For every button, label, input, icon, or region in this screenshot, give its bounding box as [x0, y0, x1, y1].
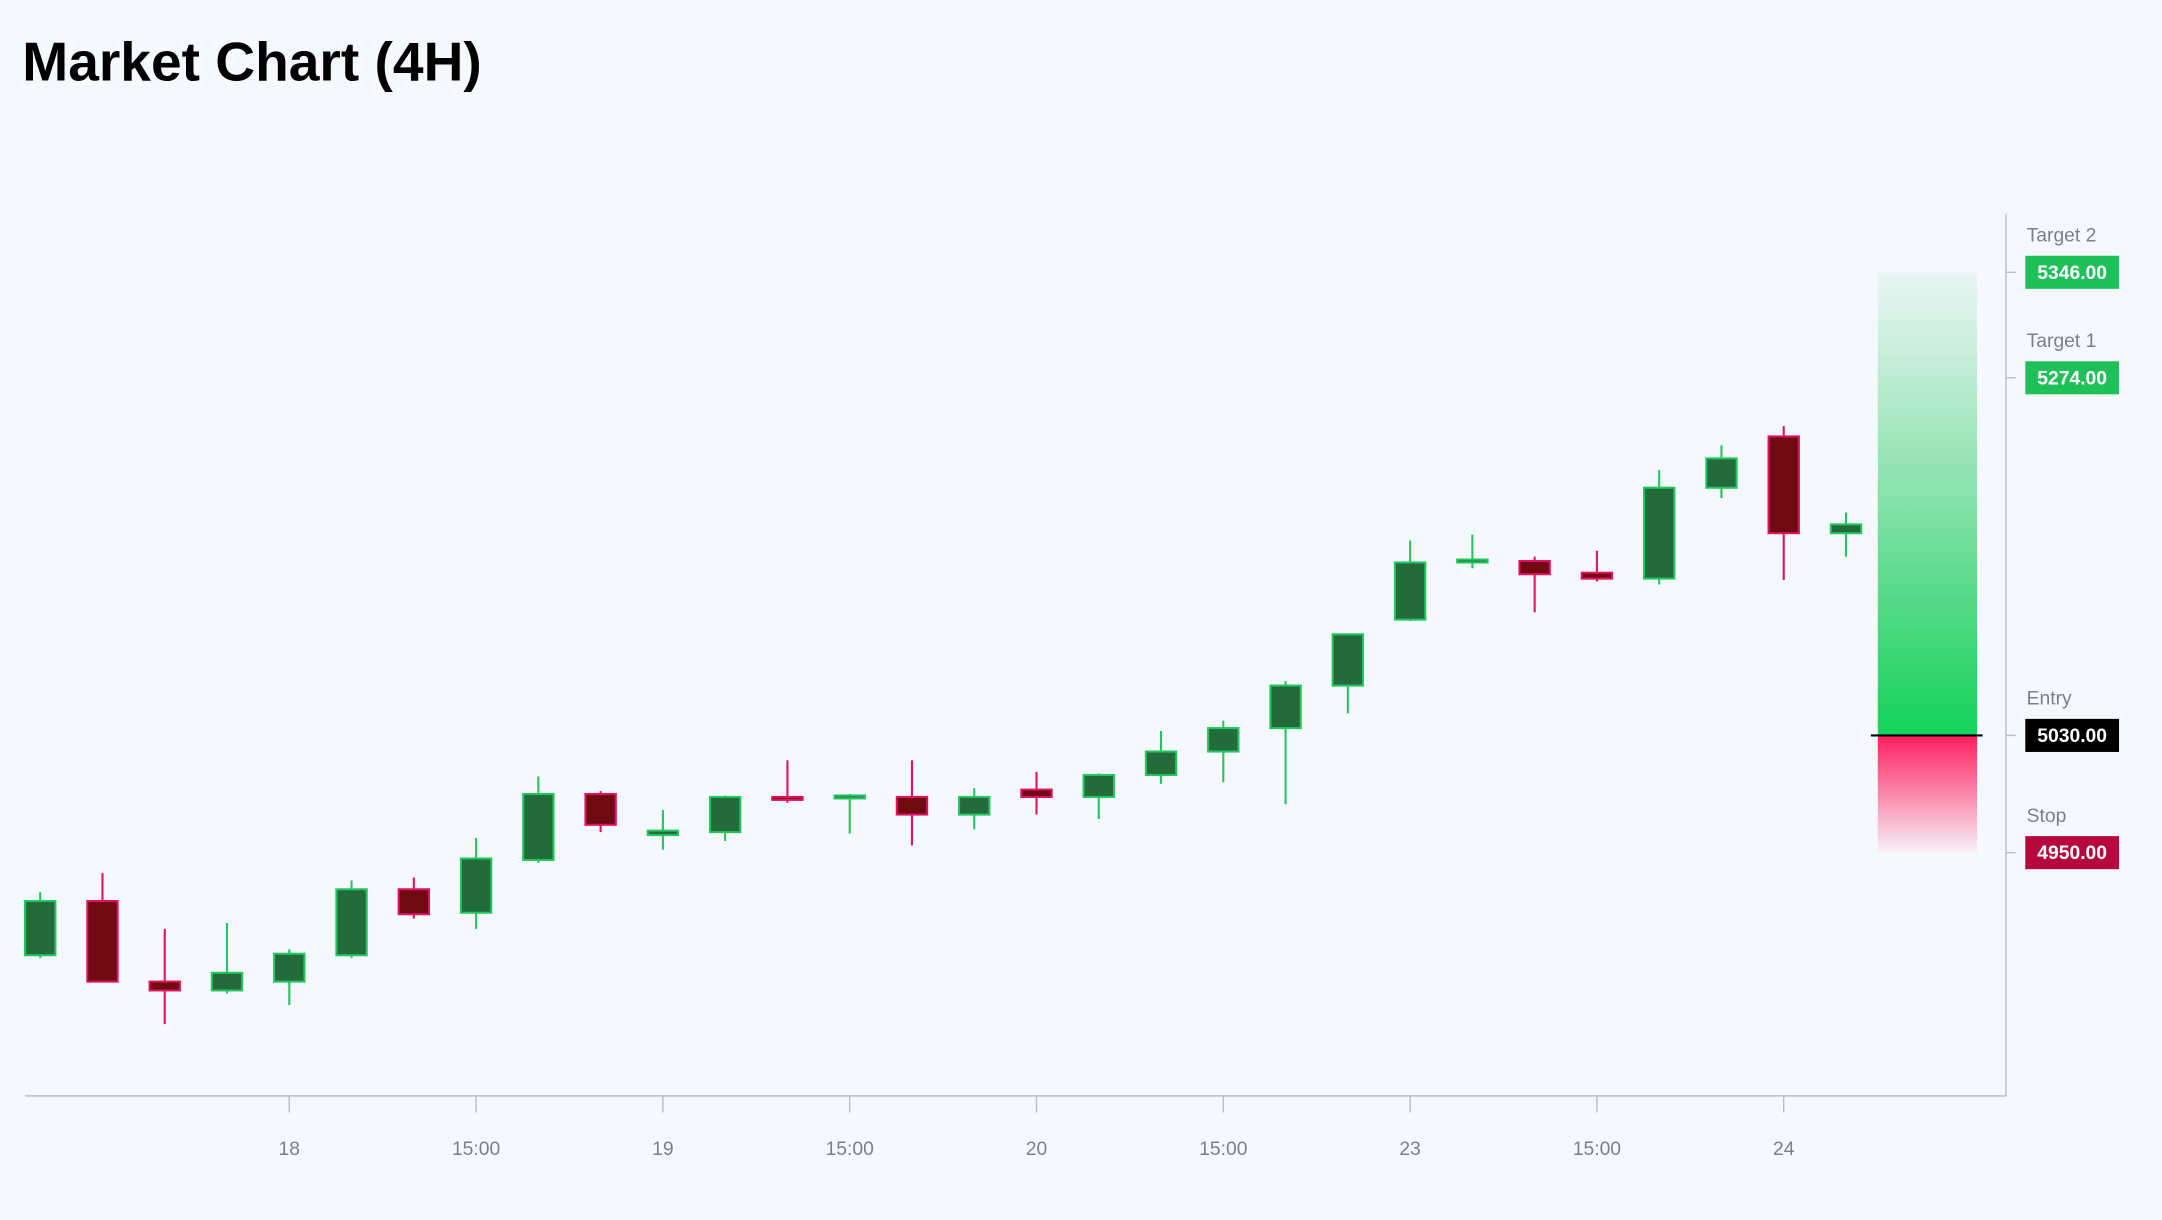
x-tick-label: 19: [652, 1139, 673, 1160]
candle-body: [646, 829, 680, 837]
level-value: 4950.00: [2037, 843, 2107, 864]
candle-body: [1020, 788, 1053, 798]
candle-body: [335, 888, 368, 957]
candle-body: [1705, 457, 1738, 489]
candle-body: [459, 857, 493, 914]
candle-body: [1767, 435, 1800, 535]
x-tick-label: 24: [1773, 1139, 1795, 1160]
level-value: 5346.00: [2037, 263, 2107, 284]
candle-body: [1331, 633, 1365, 687]
candle-body: [397, 888, 431, 916]
candle-body: [1207, 727, 1240, 753]
x-tick-label: 18: [279, 1139, 300, 1160]
candle-body: [1393, 561, 1427, 621]
candle-body: [708, 795, 742, 834]
candle-body: [1580, 571, 1614, 580]
candle-body: [1642, 486, 1676, 580]
candle-body: [584, 792, 617, 826]
candle-body: [895, 795, 929, 816]
x-tick-label: 15:00: [452, 1139, 500, 1160]
x-tick-label: 15:00: [826, 1139, 874, 1160]
level-badge: [2025, 836, 2120, 870]
candle-body: [1144, 750, 1178, 777]
candle-body: [1829, 523, 1863, 535]
level-badge: [2025, 361, 2120, 395]
candle-body: [1082, 773, 1115, 798]
candle-body: [148, 980, 181, 992]
candle-body: [210, 971, 244, 992]
loss-zone: [1877, 735, 1978, 853]
level-name: Entry: [2027, 689, 2072, 710]
chart-title: Market Chart (4H): [22, 31, 481, 93]
candle-body: [522, 792, 555, 862]
level-value: 5274.00: [2037, 368, 2107, 389]
candle-body: [771, 795, 804, 801]
candle-body: [273, 952, 306, 983]
x-tick-label: 15:00: [1573, 1139, 1621, 1160]
x-tick-label: 15:00: [1199, 1139, 1247, 1160]
level-badge: [2025, 718, 2120, 752]
profit-zone: [1877, 272, 1978, 736]
level-name: Stop: [2027, 806, 2067, 827]
candle-body: [958, 795, 991, 816]
candle-body: [1518, 559, 1551, 576]
candle-body: [24, 899, 57, 957]
candle-body: [833, 794, 866, 800]
level-name: Target 2: [2027, 226, 2097, 247]
x-tick-label: 23: [1399, 1139, 1420, 1160]
level-value: 5030.00: [2037, 726, 2107, 747]
candle-body: [86, 899, 119, 983]
level-name: Target 1: [2027, 331, 2097, 352]
x-tick-label: 20: [1026, 1139, 1047, 1160]
candle-body: [1269, 684, 1302, 730]
candle-body: [1456, 558, 1489, 564]
level-badge: [2025, 255, 2120, 289]
